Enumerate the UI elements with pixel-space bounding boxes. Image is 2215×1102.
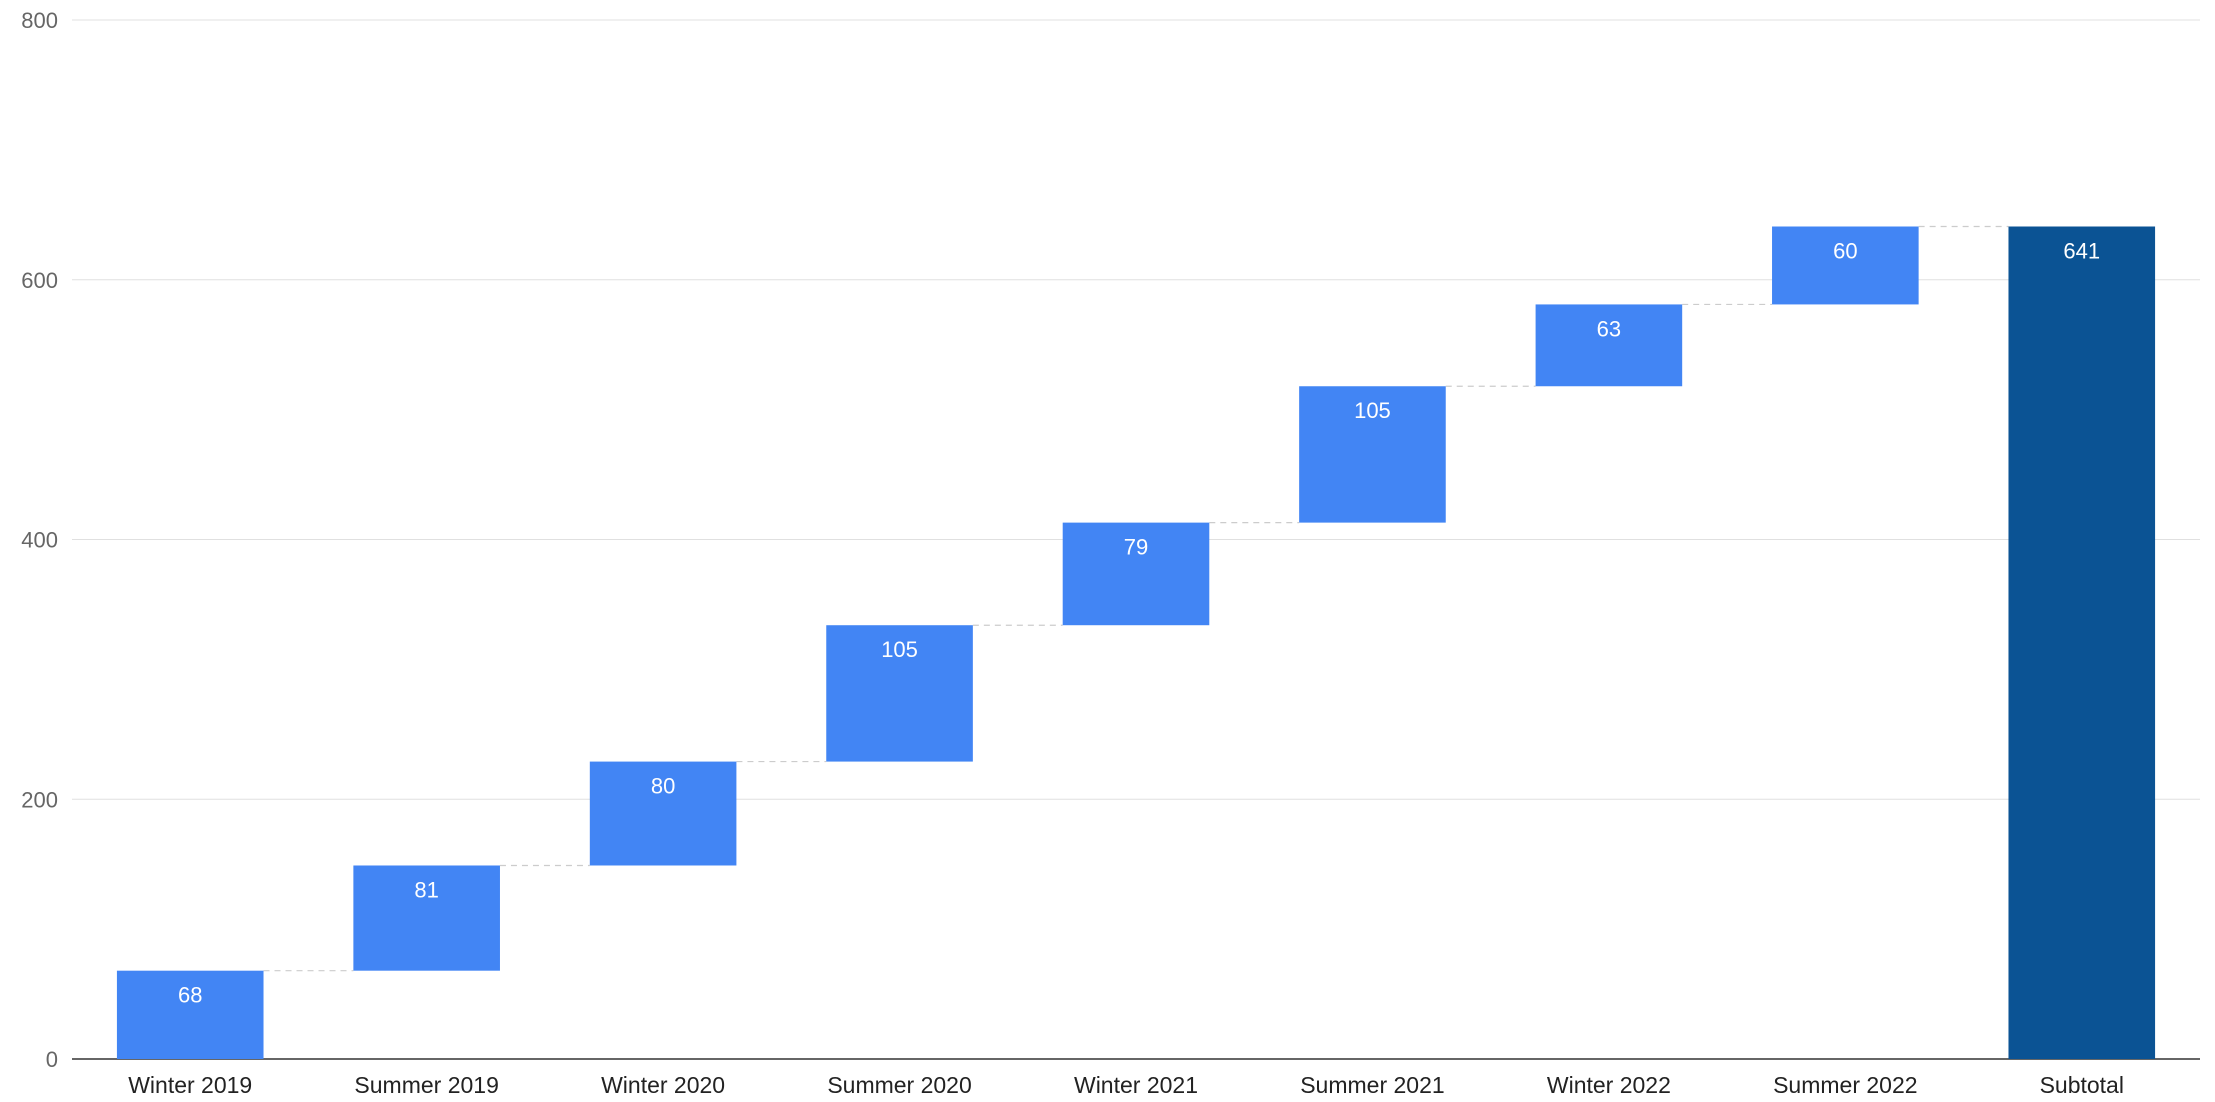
waterfall-bar [1772, 226, 1919, 305]
waterfall-bar [116, 970, 264, 1059]
waterfall-bar [1062, 522, 1210, 626]
x-tick-label: Subtotal [2040, 1072, 2124, 1098]
bar-value-label: 63 [1597, 316, 1621, 341]
waterfall-bar [1535, 304, 1683, 387]
bar-value-label: 60 [1833, 239, 1857, 264]
x-tick-label: Summer 2021 [1300, 1072, 1444, 1098]
x-tick-label: Winter 2022 [1547, 1072, 1671, 1098]
x-axis-labels: Winter 2019 Summer 2019 Winter 2020 Summer … [128, 1072, 2124, 1098]
bar-value-label: 68 [178, 983, 202, 1008]
x-tick-label: Winter 2020 [601, 1072, 725, 1098]
bar-value-label: 80 [651, 774, 675, 799]
data-labels: 68 81 80 105 79 105 63 60 641 [178, 239, 2100, 1008]
waterfall-bar [826, 625, 973, 762]
subtotal-bar [2008, 226, 2156, 1060]
x-tick-label: Summer 2022 [1773, 1072, 1917, 1098]
y-axis-ticks: 0 200 400 600 800 [21, 8, 58, 1072]
bar-value-label: 105 [881, 637, 918, 662]
y-tick-label: 200 [21, 787, 58, 812]
y-tick-label: 600 [21, 268, 58, 293]
bar-value-label: 641 [2063, 239, 2100, 264]
connector-layer [263, 225, 2009, 972]
x-tick-label: Summer 2019 [354, 1072, 498, 1098]
y-tick-label: 800 [21, 8, 58, 33]
waterfall-bar [589, 761, 737, 866]
bar-value-label: 105 [1354, 398, 1391, 423]
bar-value-label: 79 [1124, 535, 1148, 560]
y-tick-label: 400 [21, 528, 58, 553]
bar-value-label: 81 [414, 877, 438, 902]
bar-layer [116, 226, 2156, 1060]
y-tick-label: 0 [46, 1047, 58, 1072]
x-tick-label: Winter 2019 [128, 1072, 252, 1098]
waterfall-bar [1299, 386, 1446, 523]
x-tick-label: Winter 2021 [1074, 1072, 1198, 1098]
x-tick-label: Summer 2020 [827, 1072, 971, 1098]
waterfall-bar [353, 865, 500, 971]
